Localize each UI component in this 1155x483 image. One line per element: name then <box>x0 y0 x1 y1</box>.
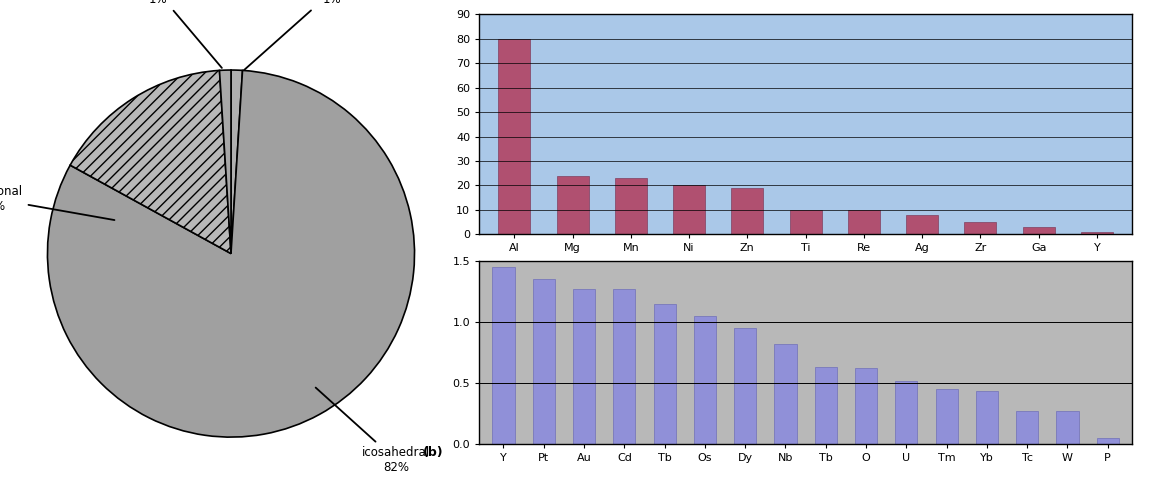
Bar <box>614 178 647 234</box>
Bar <box>694 316 716 444</box>
Bar <box>1096 438 1119 444</box>
Bar <box>976 391 998 444</box>
Bar <box>613 289 635 444</box>
Bar <box>492 267 515 444</box>
Text: icosahedral
82%: icosahedral 82% <box>315 387 431 474</box>
Text: (b): (b) <box>423 446 444 459</box>
Bar <box>654 304 676 444</box>
Bar <box>573 289 595 444</box>
Bar <box>848 210 880 234</box>
Bar <box>895 381 917 444</box>
Bar <box>1016 412 1038 444</box>
Wedge shape <box>47 71 415 437</box>
Text: dodecahedral
1%: dodecahedral 1% <box>117 0 222 68</box>
Wedge shape <box>231 70 243 254</box>
Bar <box>814 367 837 444</box>
Bar <box>1057 412 1079 444</box>
Bar <box>790 210 821 234</box>
Bar <box>964 222 997 234</box>
Bar <box>1022 227 1055 234</box>
Bar <box>532 279 554 444</box>
Bar <box>498 39 530 234</box>
Bar <box>1081 232 1113 234</box>
Text: orthorhombic
1%: orthorhombic 1% <box>244 0 372 70</box>
Wedge shape <box>70 71 231 254</box>
Bar <box>855 369 877 444</box>
Bar <box>735 328 757 444</box>
Wedge shape <box>219 70 231 254</box>
Bar <box>731 188 763 234</box>
Bar <box>774 344 797 444</box>
Bar <box>907 215 938 234</box>
Text: decagonal
16%: decagonal 16% <box>0 185 114 220</box>
Bar <box>557 176 589 234</box>
Bar <box>936 389 957 444</box>
Bar <box>673 185 705 234</box>
